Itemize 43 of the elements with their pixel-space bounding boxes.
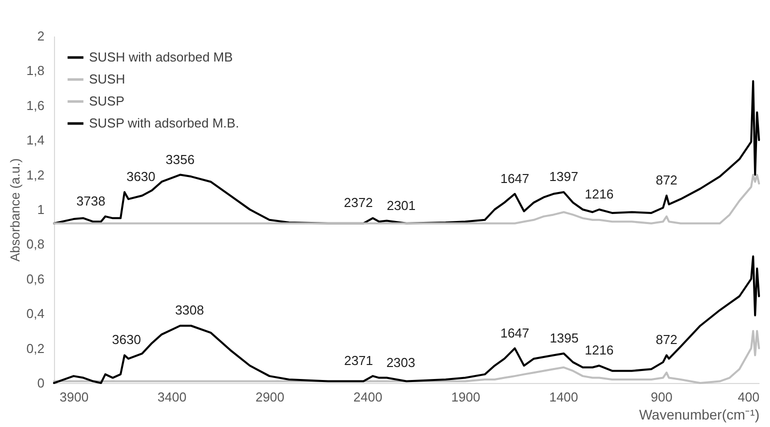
x-tick-label: 1900 xyxy=(451,390,480,404)
legend-label: SUSP with adsorbed M.B. xyxy=(89,116,240,130)
annotation: 3738 xyxy=(76,193,106,208)
y-tick-label: 1,2 xyxy=(26,167,44,182)
legend-label: SUSH with adsorbed MB xyxy=(89,50,233,64)
x-tick-label: 400 xyxy=(738,390,760,404)
annotation: 1216 xyxy=(584,186,614,202)
y-tick-label: 1,8 xyxy=(26,63,44,78)
y-tick-label: 0,8 xyxy=(26,236,44,252)
annotation: 1216 xyxy=(584,342,614,358)
x-tick-label: 1400 xyxy=(549,390,578,404)
x-tick-label: 2400 xyxy=(353,390,382,404)
annotation: 872 xyxy=(656,172,678,188)
annotation: 2371 xyxy=(344,353,374,368)
y-tick-label: 1,4 xyxy=(26,132,44,148)
y-axis-title: Absorbance (a.u.) xyxy=(7,158,22,262)
annotation: 2372 xyxy=(344,195,373,210)
annotation: 3630 xyxy=(112,332,141,348)
legend-label: SUSH xyxy=(89,72,126,86)
y-tick-label: 1 xyxy=(37,202,44,217)
annotation: 872 xyxy=(656,332,678,348)
x-tick-label: 900 xyxy=(650,390,672,404)
annotation: 3630 xyxy=(126,169,156,184)
x-tick-label: 2900 xyxy=(255,390,284,404)
y-tick-label: 0,4 xyxy=(26,306,44,322)
y-tick-label: 0 xyxy=(37,376,44,390)
annotation: 2301 xyxy=(386,198,416,213)
annotation: 1647 xyxy=(500,325,530,340)
annotation: 1397 xyxy=(549,169,578,184)
annotation: 1395 xyxy=(550,330,579,346)
y-tick-label: 0,2 xyxy=(26,340,44,356)
y-tick-label: 0,6 xyxy=(26,271,44,286)
y-tick-label: 2 xyxy=(37,28,44,44)
x-tick-label: 3900 xyxy=(60,390,89,404)
annotation: 3308 xyxy=(175,302,204,318)
x-tick-label: 3400 xyxy=(158,390,186,404)
line-series xyxy=(53,174,760,224)
annotation: 2303 xyxy=(386,354,416,370)
annotation: 3356 xyxy=(166,152,195,167)
x-axis-title: Wavenumber(cm⁻¹) xyxy=(639,406,760,422)
annotation: 1647 xyxy=(500,170,530,186)
y-tick-label: 1,6 xyxy=(26,98,44,113)
legend-label: SUSP xyxy=(89,94,124,108)
